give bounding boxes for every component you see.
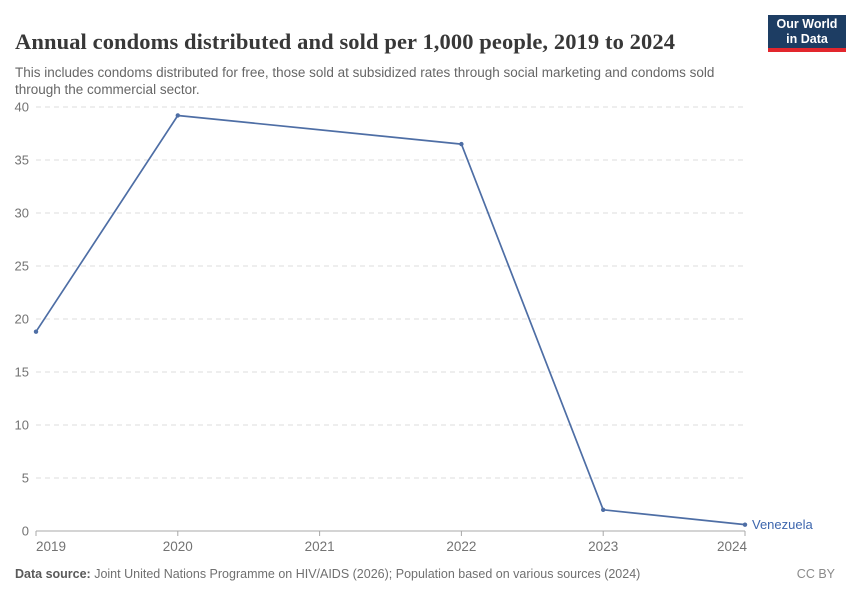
y-axis-tick-label-5: 5 — [22, 471, 29, 486]
data-source-text: Data source: Joint United Nations Progra… — [15, 567, 641, 581]
y-axis-tick-label-20: 20 — [15, 312, 29, 327]
data-point-venezuela-2019[interactable] — [33, 329, 39, 334]
chart-subtitle: This includes condoms distributed for fr… — [15, 64, 715, 98]
entity-label-venezuela[interactable]: Venezuela — [752, 517, 813, 532]
chart-footer: Data source: Joint United Nations Progra… — [15, 567, 835, 581]
data-point-venezuela-2024[interactable] — [742, 522, 748, 527]
y-axis-tick-label-10: 10 — [15, 418, 29, 433]
logo-line-1: Our World — [776, 16, 838, 31]
x-axis-tick-label-2019: 2019 — [36, 539, 66, 554]
logo-line-2: in Data — [786, 31, 828, 46]
x-axis-tick-label-2021: 2021 — [305, 539, 335, 554]
data-point-venezuela-2020[interactable] — [175, 113, 180, 118]
x-axis-tick-label-2023: 2023 — [588, 539, 618, 554]
license-cc-by[interactable]: CC BY — [796, 567, 835, 581]
y-axis-tick-label-30: 30 — [15, 206, 29, 221]
y-axis-tick-label-0: 0 — [22, 524, 29, 539]
x-axis-tick-label-2020: 2020 — [163, 539, 193, 554]
series-line-venezuela[interactable] — [35, 114, 746, 526]
y-axis-tick-label-25: 25 — [15, 259, 29, 274]
x-axis-tick-label-2024: 2024 — [717, 539, 748, 554]
owid-logo[interactable]: Our World in Data — [768, 15, 846, 52]
data-point-venezuela-2022[interactable] — [459, 141, 464, 147]
y-axis-tick-label-40: 40 — [15, 100, 29, 115]
y-axis-tick-label-15: 15 — [15, 365, 29, 380]
data-source-label: Data source: — [15, 567, 91, 581]
y-axis-tick-label-35: 35 — [15, 153, 29, 168]
chart-title: Annual condoms distributed and sold per … — [15, 29, 676, 55]
x-axis-tick-label-2022: 2022 — [446, 539, 476, 554]
data-point-venezuela-2023[interactable] — [601, 507, 606, 512]
